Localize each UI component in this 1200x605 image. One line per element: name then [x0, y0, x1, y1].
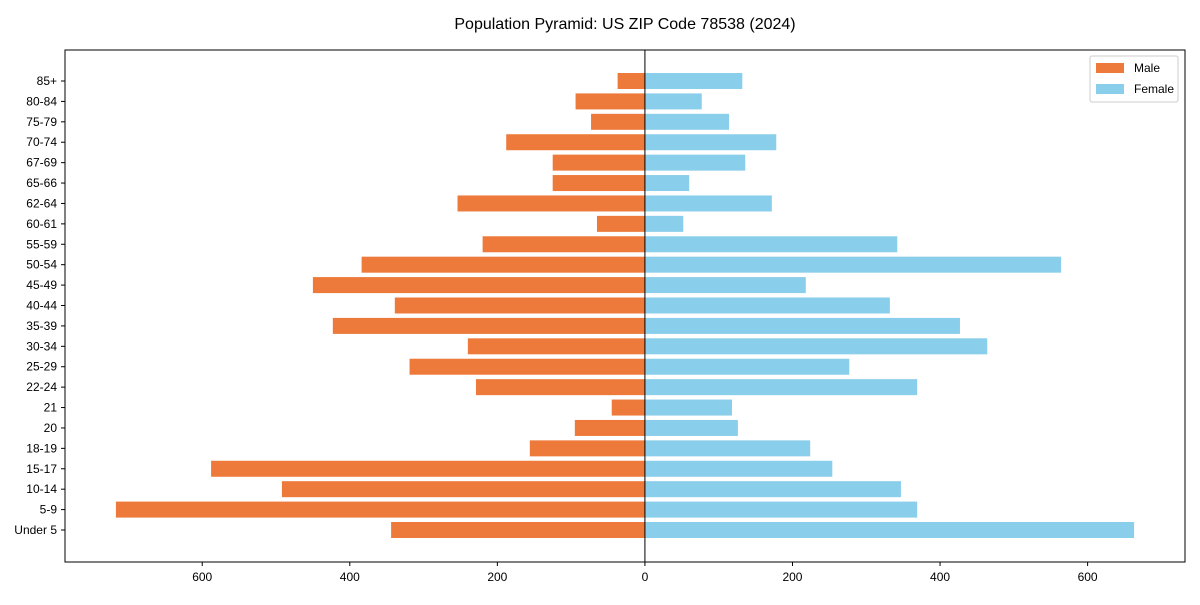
bar-female: [644, 317, 960, 334]
x-tick-label: 0: [642, 570, 649, 584]
bar-female: [644, 358, 850, 375]
bar-male: [211, 460, 645, 477]
y-tick-label: 55-59: [26, 237, 57, 251]
y-tick-label: 15-17: [26, 462, 57, 476]
y-tick-label: 10-14: [26, 482, 57, 496]
bar-female: [644, 419, 738, 436]
x-tick-label: 400: [930, 570, 950, 584]
bar-male: [575, 93, 645, 110]
bar-female: [644, 460, 833, 477]
legend-swatch-female: [1096, 84, 1124, 94]
x-tick-label: 400: [340, 570, 360, 584]
y-tick-label: 50-54: [26, 258, 57, 272]
bar-male: [611, 399, 645, 416]
bar-female: [644, 297, 890, 314]
y-tick-label: 21: [44, 401, 58, 415]
bar-male: [312, 277, 645, 294]
bar-female: [644, 113, 730, 130]
legend: Male Female: [1089, 55, 1179, 103]
bar-female: [644, 522, 1135, 538]
bar-male: [394, 297, 645, 314]
y-tick-label: 60-61: [26, 217, 57, 231]
bar-male: [361, 256, 645, 273]
bar-male: [332, 317, 645, 334]
bar-female: [644, 73, 743, 89]
bar-female: [644, 236, 898, 253]
bar-male: [591, 113, 645, 130]
legend-label-female: Female: [1134, 82, 1174, 96]
bar-female: [644, 93, 702, 110]
legend-swatch-male: [1096, 63, 1124, 73]
y-tick-label: 20: [44, 421, 58, 435]
y-tick-label: 30-34: [26, 339, 57, 353]
bar-female: [644, 256, 1062, 273]
bar-female: [644, 338, 988, 355]
y-tick-label: 80-84: [26, 94, 57, 108]
bar-female: [644, 379, 918, 396]
bar-female: [644, 134, 777, 151]
bar-male: [552, 154, 645, 171]
x-tick-label: 600: [192, 570, 212, 584]
bar-female: [644, 175, 690, 192]
x-tick-label: 200: [782, 570, 802, 584]
bar-female: [644, 154, 746, 171]
y-tick-label: 75-79: [26, 115, 57, 129]
y-tick-label: 40-44: [26, 299, 57, 313]
bar-female: [644, 215, 684, 232]
bar-male: [552, 175, 645, 192]
y-tick-label: 18-19: [26, 441, 57, 455]
y-tick-label: 62-64: [26, 196, 57, 210]
bar-male: [506, 134, 645, 151]
bar-female: [644, 195, 772, 212]
bar-male: [529, 440, 645, 457]
bar-male: [281, 481, 645, 498]
bar-female: [644, 399, 732, 416]
bar-female: [644, 440, 811, 457]
bar-female: [644, 501, 918, 518]
bar-male: [457, 195, 645, 212]
bar-male: [596, 215, 645, 232]
bar-male: [115, 501, 645, 518]
bar-male: [391, 522, 645, 538]
x-tick-label: 600: [1078, 570, 1098, 584]
y-tick-label: 5-9: [40, 503, 58, 517]
y-tick-label: 67-69: [26, 156, 57, 170]
bar-male: [617, 73, 645, 89]
bar-male: [467, 338, 645, 355]
bar-female: [644, 277, 806, 294]
y-tick-label: 85+: [37, 74, 57, 88]
bar-male: [409, 358, 645, 375]
y-tick-label: 65-66: [26, 176, 57, 190]
bar-male: [574, 419, 645, 436]
y-tick-label: 70-74: [26, 135, 57, 149]
y-tick-label: Under 5: [14, 523, 57, 537]
bar-male: [482, 236, 645, 253]
bar-male: [475, 379, 645, 396]
x-tick-label: 200: [487, 570, 507, 584]
y-tick-label: 35-39: [26, 319, 57, 333]
chart-title: Population Pyramid: US ZIP Code 78538 (2…: [454, 16, 795, 33]
y-tick-label: 22-24: [26, 380, 57, 394]
y-tick-label: 25-29: [26, 360, 57, 374]
y-tick-label: 45-49: [26, 278, 57, 292]
legend-label-male: Male: [1134, 61, 1160, 75]
bar-female: [644, 481, 901, 498]
